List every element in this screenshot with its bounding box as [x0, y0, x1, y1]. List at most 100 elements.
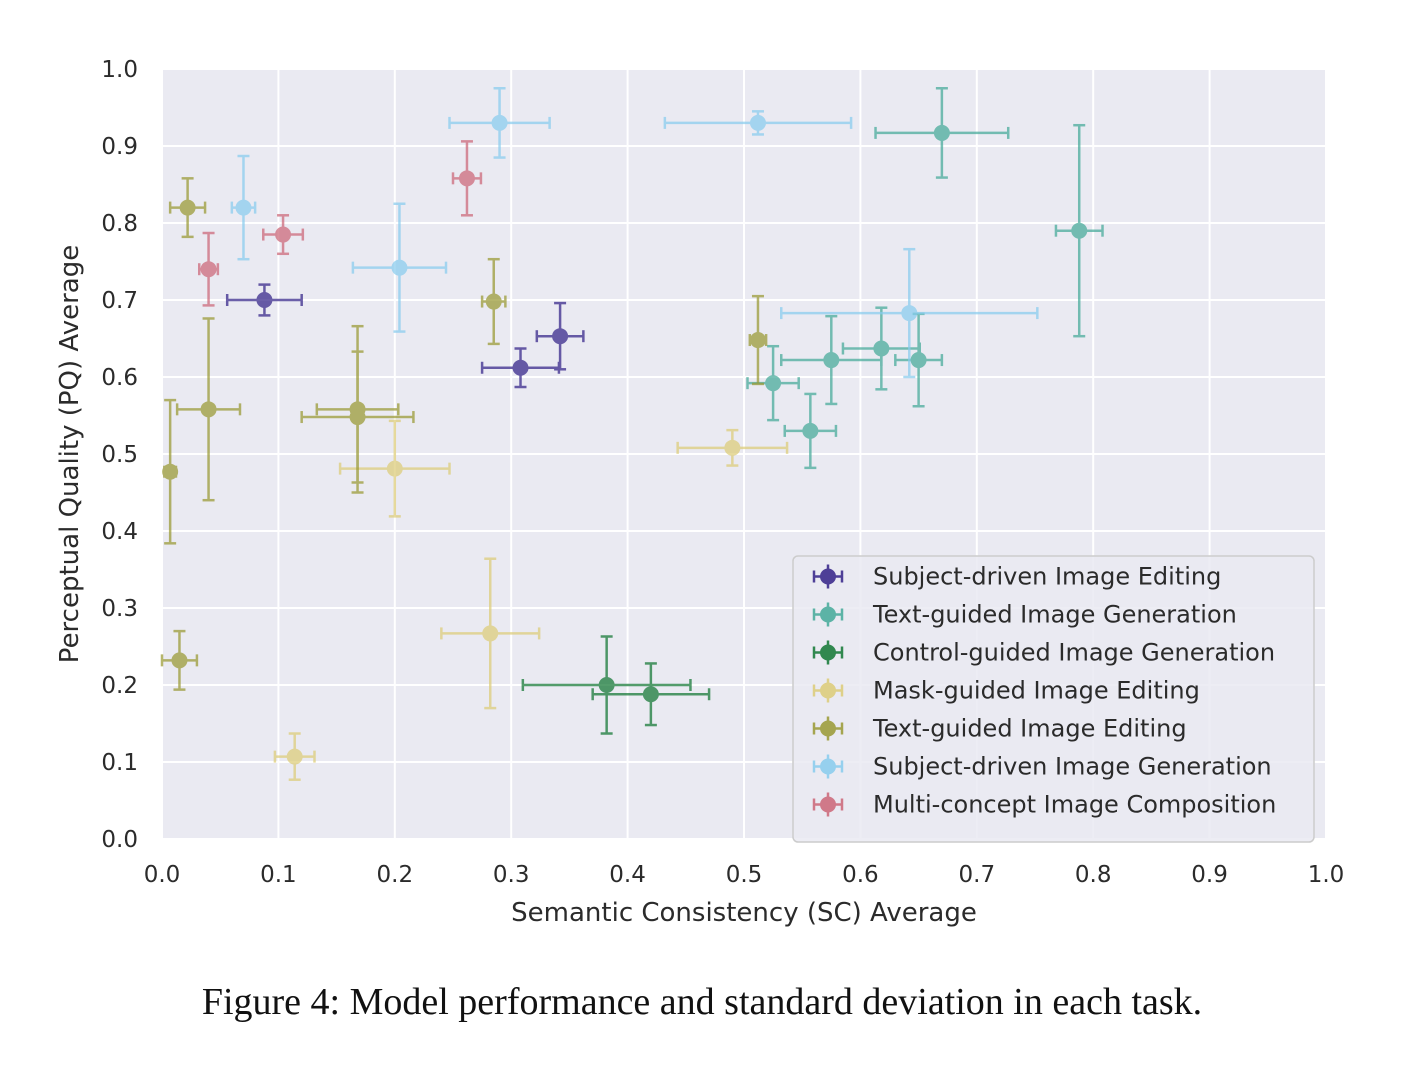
- point-marker: [598, 677, 615, 693]
- legend: Subject-driven Image Editing Text-guided …: [792, 555, 1315, 843]
- data-point: [300, 350, 415, 484]
- point-marker: [491, 114, 508, 131]
- x-tick-label: 0.6: [842, 862, 879, 888]
- data-point: [480, 257, 507, 346]
- point-marker: [179, 199, 196, 216]
- point-marker: [901, 305, 918, 322]
- legend-marker: [820, 758, 836, 775]
- point-marker: [765, 375, 782, 392]
- point-marker: [552, 328, 569, 345]
- point-marker: [200, 401, 217, 418]
- figure-caption: Figure 4: Model performance and standard…: [201, 981, 1203, 1023]
- data-point: [779, 247, 1039, 379]
- scatter-chart: 0.0 0.1 0.2 0.3 0.4 0.5 0.6 0.7 0.8 0.9 1.0 0.0 0.1 0…: [55, 57, 1345, 928]
- point-marker: [749, 332, 766, 349]
- data-points: [160, 87, 1104, 781]
- y-tick-label: 0.5: [101, 442, 138, 468]
- point-marker: [162, 463, 179, 480]
- point-marker: [933, 124, 950, 141]
- series-group: [230, 87, 1039, 379]
- y-tick-label: 0.6: [101, 365, 138, 391]
- y-tick-label: 0.9: [101, 134, 138, 160]
- data-point: [874, 87, 1010, 179]
- data-point: [779, 314, 883, 406]
- data-point: [168, 177, 207, 239]
- point-marker: [910, 352, 927, 369]
- point-marker: [642, 686, 659, 703]
- x-tick-label: 0.9: [1191, 862, 1228, 888]
- data-point: [591, 662, 711, 727]
- point-marker: [823, 352, 840, 369]
- data-point: [1054, 123, 1104, 338]
- grid: [161, 68, 1327, 840]
- data-point: [440, 557, 541, 710]
- point-marker: [235, 199, 252, 216]
- data-point: [783, 392, 838, 470]
- legend-marker: [820, 644, 836, 661]
- series-group: [273, 419, 789, 781]
- y-axis-label: Perceptual Quality (PQ) Average: [55, 245, 85, 663]
- legend-item: [812, 678, 844, 703]
- x-tick-label: 0.5: [726, 862, 763, 888]
- legend-marker: [820, 796, 836, 813]
- data-point: [230, 154, 257, 261]
- series-group: [197, 140, 483, 307]
- point-marker: [512, 359, 529, 376]
- point-marker: [485, 293, 502, 310]
- legend-label: Text-guided Image Editing: [872, 715, 1187, 743]
- x-tick-label: 0.2: [377, 862, 414, 888]
- point-marker: [458, 170, 475, 187]
- point-marker: [724, 439, 741, 456]
- data-point: [273, 732, 316, 781]
- point-marker: [256, 292, 273, 308]
- legend-item: [812, 602, 844, 627]
- point-marker: [749, 114, 766, 131]
- series-group: [225, 283, 585, 389]
- point-marker: [1071, 222, 1088, 239]
- legend-marker: [820, 720, 836, 737]
- x-tick-label: 0.8: [1075, 862, 1112, 888]
- legend-item: [812, 792, 844, 817]
- data-point: [160, 629, 199, 691]
- point-marker: [391, 259, 408, 276]
- data-point: [746, 344, 800, 422]
- x-tick-label: 0.7: [959, 862, 996, 888]
- x-tick-label: 0.3: [493, 862, 530, 888]
- legend-marker: [820, 682, 836, 699]
- point-marker: [286, 748, 303, 765]
- legend-label: Subject-driven Image Generation: [873, 753, 1272, 781]
- x-tick-label: 0.1: [260, 862, 297, 888]
- legend-item: [812, 754, 844, 779]
- legend-marker: [820, 606, 836, 623]
- legend-label: Control-guided Image Generation: [873, 639, 1275, 667]
- point-marker: [873, 340, 890, 357]
- series-group: [160, 177, 768, 691]
- data-point: [197, 231, 220, 307]
- point-marker: [349, 409, 366, 426]
- y-tick-label: 0.1: [101, 750, 138, 776]
- legend-item: [812, 564, 844, 589]
- data-point: [676, 428, 789, 467]
- data-point: [480, 347, 561, 389]
- point-marker: [275, 226, 292, 243]
- y-tick-label: 0.2: [101, 673, 138, 699]
- data-point: [535, 301, 585, 371]
- legend-label: Mask-guided Image Editing: [873, 677, 1200, 705]
- data-point: [748, 294, 768, 386]
- x-tick-label: 1.0: [1308, 862, 1345, 888]
- legend-label: Multi-concept Image Composition: [873, 791, 1276, 819]
- data-point: [448, 87, 551, 159]
- data-point: [175, 317, 242, 502]
- y-tick-label: 0.7: [101, 288, 138, 314]
- x-axis-label: Semantic Consistency (SC) Average: [511, 898, 977, 928]
- data-point: [351, 202, 448, 333]
- point-marker: [482, 625, 499, 642]
- point-marker: [802, 422, 819, 439]
- x-tick-label: 0.4: [609, 862, 646, 888]
- y-tick-label: 0.0: [101, 827, 138, 853]
- legend-box: [792, 555, 1315, 843]
- legend-item: [812, 716, 844, 741]
- data-point: [663, 110, 853, 136]
- legend-label: Text-guided Image Generation: [872, 601, 1237, 629]
